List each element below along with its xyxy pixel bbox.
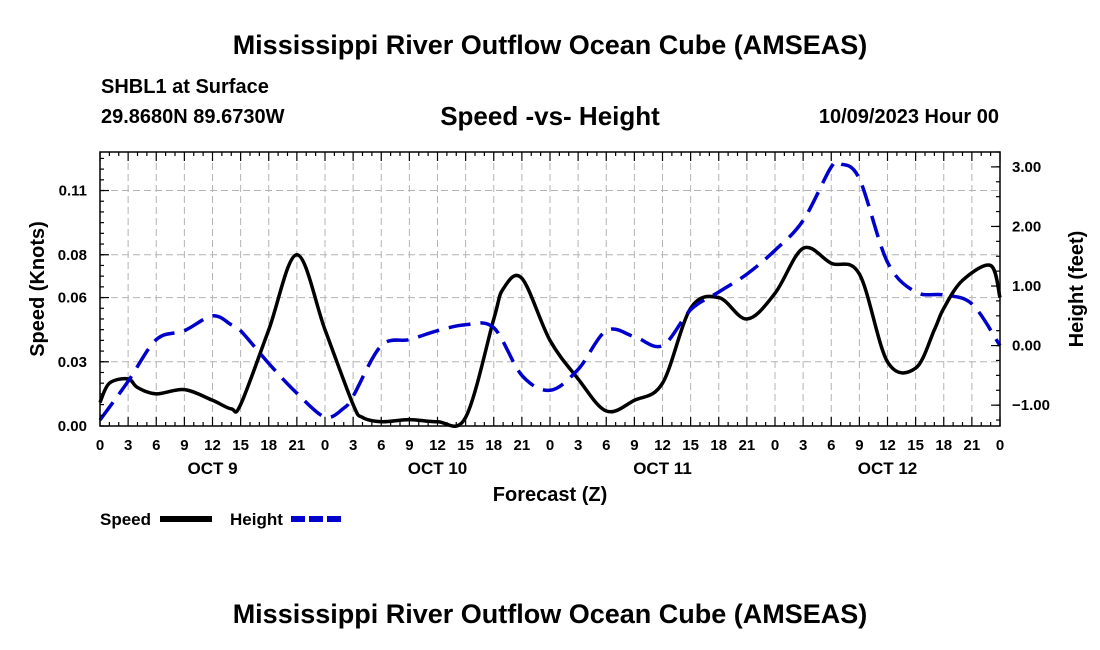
- x-tick-label: 21: [739, 437, 756, 454]
- x-tick-label: 9: [855, 437, 863, 454]
- x-tick-label: 15: [457, 437, 474, 454]
- legend-height-label: Height: [230, 510, 283, 529]
- x-tick-label: 0: [546, 437, 554, 454]
- x-tick-label: 6: [602, 437, 610, 454]
- y-tick-label: 0.03: [58, 354, 87, 371]
- x-tick-label: 12: [879, 437, 896, 454]
- main-title: Mississippi River Outflow Ocean Cube (AM…: [232, 30, 868, 60]
- x-axis-label: Forecast (Z): [493, 484, 607, 506]
- x-tick-label: 18: [935, 437, 952, 454]
- x-tick-label: 18: [485, 437, 502, 454]
- forecast-timestamp: 10/09/2023 Hour 00: [818, 106, 999, 128]
- x-tick-label: 3: [349, 437, 357, 454]
- y-tick-label: 0.08: [58, 247, 87, 264]
- x-tick-label: 21: [964, 437, 981, 454]
- x-tick-label: 9: [630, 437, 638, 454]
- coordinates-label: 29.8680N 89.6730W: [101, 106, 285, 128]
- x-tick-label: 9: [405, 437, 413, 454]
- x-tick-label: 18: [710, 437, 727, 454]
- y2-tick-label: 1.00: [1012, 278, 1041, 295]
- x-tick-label: 12: [654, 437, 671, 454]
- x-tick-label: 6: [152, 437, 160, 454]
- x-tick-label: 15: [682, 437, 699, 454]
- y2-tick-label: −1.00: [1012, 397, 1050, 414]
- station-label: SHBL1 at Surface: [101, 76, 269, 98]
- x-tick-label: 6: [827, 437, 835, 454]
- x-tick-label: 0: [771, 437, 779, 454]
- height-series-line: [98, 159, 1002, 422]
- day-label: OCT 11: [633, 459, 692, 478]
- x-tick-label: 6: [377, 437, 385, 454]
- x-tick-label: 0: [96, 437, 104, 454]
- y2-tick-label: 3.00: [1012, 159, 1041, 176]
- day-label: OCT 10: [408, 459, 468, 478]
- x-tick-label: 18: [260, 437, 277, 454]
- x-tick-label: 3: [124, 437, 132, 454]
- y-axis-label: Speed (Knots): [27, 221, 49, 357]
- x-tick-label: 12: [204, 437, 221, 454]
- day-label: OCT 12: [858, 459, 918, 478]
- footer-title: Mississippi River Outflow Ocean Cube (AM…: [232, 599, 868, 629]
- day-label: OCT 9: [187, 459, 237, 478]
- x-tick-label: 15: [232, 437, 249, 454]
- x-tick-label: 3: [574, 437, 582, 454]
- y2-tick-label: 2.00: [1012, 218, 1041, 235]
- x-tick-label: 3: [799, 437, 807, 454]
- x-tick-label: 0: [996, 437, 1004, 454]
- legend-speed-label: Speed: [100, 510, 151, 529]
- x-tick-label: 21: [514, 437, 531, 454]
- x-tick-label: 15: [907, 437, 924, 454]
- x-tick-label: 9: [180, 437, 188, 454]
- y-tick-label: 0.06: [58, 290, 87, 307]
- y2-axis-label: Height (feet): [1066, 231, 1088, 348]
- y2-tick-label: 0.00: [1012, 338, 1041, 355]
- x-tick-label: 12: [429, 437, 446, 454]
- chart-subtitle: Speed -vs- Height: [440, 101, 660, 131]
- x-tick-label: 0: [321, 437, 329, 454]
- y-tick-label: 0.11: [59, 183, 87, 200]
- speed-series-line: [98, 245, 1002, 428]
- y-tick-label: 0.00: [58, 418, 87, 435]
- x-tick-label: 21: [289, 437, 306, 454]
